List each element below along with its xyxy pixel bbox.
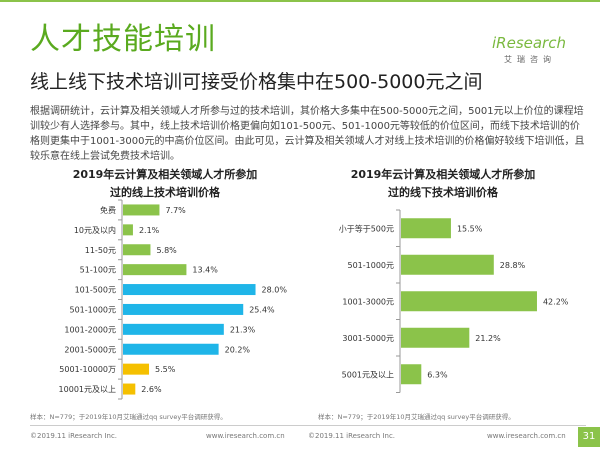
online-chart-title: 2019年云计算及相关领域人才所参加 过的线上技术培训价格 bbox=[40, 168, 290, 200]
chart-bar bbox=[401, 327, 470, 348]
chart-bar bbox=[123, 303, 244, 315]
chart-tick-label: 51-100元 bbox=[80, 266, 116, 275]
online-training-price-chart: 免费 7.7% 10元及以内 2.1% 11-50元 5.8% 51-100元 13.4% 10… bbox=[59, 199, 288, 400]
chart-bar bbox=[123, 343, 219, 355]
chart-bar bbox=[123, 383, 136, 395]
logo-subtitle: 艾瑞咨询 bbox=[504, 55, 556, 64]
chart-tick-label: 10001元及以上 bbox=[59, 385, 116, 394]
chart-tick-label: 5001元及以上 bbox=[342, 370, 394, 379]
summary-paragraph: 根据调研统计，云计算及相关领域人才所参与过的技术培训，其价格大多集中在500-5… bbox=[30, 106, 585, 162]
footer-copyright-right: ©2019.11 iResearch Inc. bbox=[308, 432, 396, 440]
chart-tick-label: 5001-10000万 bbox=[59, 365, 116, 374]
page-number: 31 bbox=[578, 427, 600, 447]
chart-tick-label: 1001-2000元 bbox=[64, 325, 116, 334]
footer-divider bbox=[30, 425, 586, 426]
chart-data-label: 5.8% bbox=[156, 246, 177, 255]
chart-bar bbox=[123, 363, 150, 375]
chart-tick-label: 小于等于500元 bbox=[339, 223, 394, 233]
chart-bar bbox=[123, 323, 224, 335]
chart-data-label: 28.0% bbox=[262, 286, 288, 295]
chart-bar bbox=[123, 284, 256, 296]
chart-data-label: 20.2% bbox=[225, 345, 251, 354]
top-accent-line bbox=[0, 0, 600, 2]
iresearch-logo: iResearch 艾瑞咨询 bbox=[492, 30, 572, 70]
chart-bar bbox=[401, 291, 537, 312]
offline-chart-title-line-1: 2019年云计算及相关领域人才所参加 bbox=[350, 168, 536, 181]
offline-chart-title-line-2: 过的线下技术培训价格 bbox=[388, 186, 498, 199]
chart-data-label: 5.5% bbox=[155, 365, 176, 374]
chart-tick-label: 501-1000元 bbox=[347, 261, 394, 270]
offline-chart-title: 2019年云计算及相关领域人才所参加 过的线下技术培训价格 bbox=[318, 168, 568, 200]
chart-tick-label: 101-500元 bbox=[75, 286, 116, 295]
chart-bar bbox=[123, 244, 151, 256]
chart-tick-label: 免费 bbox=[100, 205, 116, 215]
chart-data-label: 6.3% bbox=[427, 370, 448, 379]
chart-data-label: 21.2% bbox=[475, 334, 501, 343]
page-subtitle: 线上线下技术培训可接受价格集中在500-5000元之间 bbox=[30, 71, 483, 93]
online-chart-title-line-1: 2019年云计算及相关领域人才所参加 bbox=[72, 168, 258, 181]
page-title: 人才技能培训 bbox=[30, 22, 216, 57]
chart-data-label: 25.4% bbox=[249, 305, 275, 314]
chart-data-label: 7.7% bbox=[165, 206, 186, 215]
offline-chart-source-note: 样本：N=779；于2019年10月艾瑞通过qq survey平台调研获得。 bbox=[318, 413, 515, 421]
chart-bar bbox=[123, 264, 187, 276]
chart-tick-label: 1001-3000元 bbox=[342, 297, 394, 306]
chart-bar bbox=[401, 218, 451, 239]
footer-url-left[interactable]: www.iresearch.com.cn bbox=[206, 432, 285, 440]
chart-bar bbox=[123, 204, 160, 216]
chart-tick-label: 10元及以内 bbox=[74, 225, 116, 235]
chart-tick-label: 11-50元 bbox=[85, 246, 116, 255]
chart-data-label: 15.5% bbox=[457, 224, 483, 233]
chart-data-label: 13.4% bbox=[192, 266, 218, 275]
chart-tick-label: 501-1000元 bbox=[69, 305, 116, 314]
chart-data-label: 28.8% bbox=[500, 261, 526, 270]
footer-url-right[interactable]: www.iresearch.com.cn bbox=[487, 432, 566, 440]
chart-data-label: 2.1% bbox=[139, 226, 160, 235]
chart-tick-label: 3001-5000元 bbox=[342, 334, 394, 343]
chart-tick-label: 2001-5000元 bbox=[64, 345, 116, 354]
chart-bar bbox=[401, 254, 494, 275]
logo-wordmark: iResearch bbox=[492, 34, 566, 52]
chart-data-label: 2.6% bbox=[141, 385, 162, 394]
footer-copyright-left: ©2019.11 iResearch Inc. bbox=[30, 432, 118, 440]
chart-bar bbox=[123, 224, 133, 236]
chart-bar bbox=[401, 364, 422, 385]
chart-data-label: 42.2% bbox=[543, 297, 569, 306]
online-chart-title-line-2: 过的线上技术培训价格 bbox=[110, 186, 220, 199]
online-chart-source-note: 样本：N=779；于2019年10月艾瑞通过qq survey平台调研获得。 bbox=[30, 413, 227, 421]
chart-data-label: 21.3% bbox=[230, 325, 256, 334]
offline-training-price-chart: 小于等于500元 15.5% 501-1000元 28.8% 1001-3000元 42.… bbox=[339, 209, 569, 393]
